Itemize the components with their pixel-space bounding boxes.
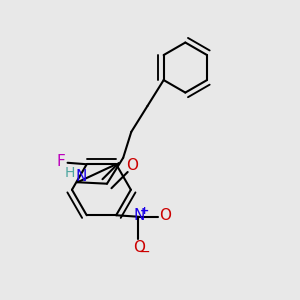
Text: −: − [139,245,151,259]
Text: O: O [127,158,139,173]
Text: +: + [140,206,149,216]
Text: O: O [133,240,145,255]
Text: O: O [160,208,172,223]
Text: N: N [134,208,145,223]
Text: N: N [75,169,87,184]
Text: H: H [65,166,75,180]
Text: F: F [57,154,65,169]
